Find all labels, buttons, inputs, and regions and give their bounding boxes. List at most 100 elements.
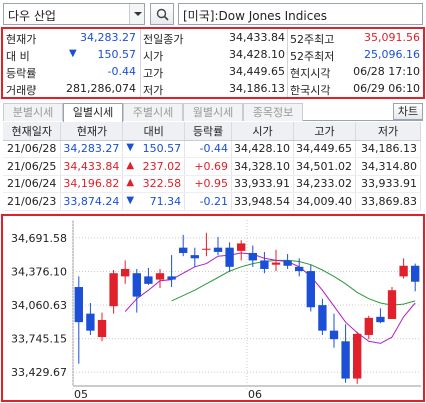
price-cell: 34,196.82	[60, 175, 124, 193]
rate-label: 등락률	[6, 67, 37, 80]
rate-cell: -0.21	[184, 192, 233, 211]
high-cell: 34,501.02	[293, 157, 356, 176]
prev-close-label: 전일종가	[143, 33, 184, 46]
column-header: 고가	[293, 122, 356, 141]
open-value: 34,428.10	[229, 48, 285, 61]
tab-monthly[interactable]: 월별시세	[183, 103, 243, 121]
moving-average-long	[171, 259, 416, 306]
candle-body	[121, 268, 130, 277]
down-triangle-icon: ▼	[69, 48, 77, 59]
candle-body	[190, 255, 199, 259]
table-row[interactable]: 21/06/28 34,283.27 ▼ 150.57 -0.44 34,428.…	[3, 140, 422, 158]
candle-body	[260, 260, 269, 269]
candle-body	[271, 262, 281, 265]
high-cell: 34,009.40	[293, 192, 356, 211]
rate-cell: +0.69	[184, 157, 233, 176]
candlestick-chart[interactable]: 34,691.58 34,376.10 34,060.63 33,745.15 33,4…	[1, 214, 425, 402]
tab-weekly[interactable]: 주별시세	[123, 103, 183, 121]
y-tick-label: 33,429.67	[11, 366, 67, 379]
candle-body	[237, 243, 246, 251]
change-value: 150.57	[97, 48, 137, 61]
quote-row: 거래량 281,286,074 저가 34,186.13 한국시각 06/29 …	[3, 80, 423, 97]
search-button[interactable]	[150, 3, 174, 25]
quote-row: 대 비 ▼ 150.57 시가 34,428.10 52주최저 25,096.1…	[3, 46, 423, 63]
low-cell: 34,314.80	[355, 157, 422, 176]
52w-high-value: 35,091.56	[364, 31, 420, 44]
column-header: 시가	[231, 122, 295, 141]
date-cell: 21/06/23	[3, 192, 62, 211]
candle-body	[248, 252, 257, 261]
table-row[interactable]: 21/06/24 34,196.82 ▲ 322.58 +0.95 33,933.…	[3, 175, 422, 193]
date-cell: 21/06/24	[3, 175, 62, 193]
open-cell: 33,948.54	[231, 192, 295, 211]
volume-value: 281,286,074	[66, 82, 136, 95]
open-cell: 34,328.10	[231, 157, 295, 176]
price-cell: 33,874.24	[60, 192, 124, 211]
change-cell: ▼ 150.57	[122, 140, 186, 158]
chart-button[interactable]: 차트	[393, 103, 423, 120]
local-time-label: 현지시각	[290, 67, 331, 80]
column-header: 현재일자	[3, 122, 62, 141]
52w-low-label: 52주최저	[290, 50, 335, 63]
candle-body	[74, 287, 83, 323]
column-header: 대비	[122, 122, 186, 141]
table-header-row: 현재일자 현재가 대비 등락률 시가 고가 저가	[3, 122, 422, 141]
change-value: 71.34	[149, 194, 182, 208]
open-cell: 34,428.10	[231, 140, 295, 158]
column-header: 현재가	[60, 122, 124, 141]
y-tick-label: 34,691.58	[11, 232, 67, 245]
tab-minute[interactable]: 분별시세	[3, 103, 63, 121]
candle-body	[411, 265, 420, 282]
candle-body	[318, 305, 327, 331]
price-cell: 34,433.84	[60, 157, 124, 176]
symbol-field[interactable]: [미국]:Dow Jones Indices	[178, 3, 423, 25]
column-header: 등락률	[184, 122, 233, 141]
candle-body	[179, 247, 188, 253]
date-cell: 21/06/28	[3, 140, 62, 158]
candle-body	[353, 333, 362, 379]
daily-price-table: 현재일자 현재가 대비 등락률 시가 고가 저가 21/06/28 34,283…	[3, 122, 422, 211]
chart-canvas: 34,691.58 34,376.10 34,060.63 33,745.15 33,4…	[11, 220, 421, 400]
low-label: 저가	[143, 84, 164, 97]
change-cell: ▲ 322.58	[122, 175, 186, 193]
search-icon	[156, 8, 169, 21]
candle-body	[341, 341, 350, 379]
date-cell: 21/06/25	[3, 157, 62, 176]
quote-row: 현재가 34,283.27 전일종가 34,433.84 52주최고 35,09…	[3, 29, 423, 46]
candle-body	[376, 316, 385, 323]
y-tick-label: 33,745.15	[11, 333, 67, 346]
tab-daily[interactable]: 일별시세	[63, 103, 123, 122]
tab-bar: 분별시세 일별시세 주별시세 월별시세 종목정보 차트	[3, 103, 423, 122]
change-value: 237.02	[142, 159, 182, 173]
top-bar: 다우 산업 [미국]:Dow Jones Indices	[3, 3, 423, 25]
candle-body	[295, 266, 304, 272]
chevron-down-icon[interactable]	[129, 4, 144, 24]
change-value: 150.57	[142, 142, 182, 156]
prev-close-value: 34,433.84	[229, 31, 285, 44]
change-value: 322.58	[142, 177, 182, 191]
candle-body	[364, 317, 373, 335]
tab-info[interactable]: 종목정보	[243, 103, 303, 121]
market-select[interactable]: 다우 산업	[3, 3, 145, 25]
market-select-value: 다우 산업	[8, 9, 56, 23]
high-label: 고가	[143, 67, 164, 80]
y-tick-label: 34,376.10	[11, 265, 67, 278]
candle-body	[202, 248, 211, 250]
candle-body	[329, 330, 339, 340]
table-row[interactable]: 21/06/25 34,433.84 ▲ 237.02 +0.69 34,328.…	[3, 157, 422, 176]
candle-body	[387, 290, 397, 319]
low-value: 34,186.13	[229, 82, 285, 95]
52w-low-value: 25,096.16	[364, 48, 420, 61]
symbol-field-value: [미국]:Dow Jones Indices	[183, 9, 327, 23]
rate-cell: -0.44	[184, 140, 233, 158]
table-row[interactable]: 21/06/23 33,874.24 ▼ 71.34 -0.21 33,948.5…	[3, 192, 422, 211]
candle-body	[109, 273, 118, 307]
current-price-value: 34,283.27	[80, 31, 136, 44]
candle-body	[132, 273, 141, 297]
quote-panel: 현재가 34,283.27 전일종가 34,433.84 52주최고 35,09…	[1, 27, 425, 99]
divider	[287, 29, 288, 97]
rate-cell: +0.95	[184, 175, 233, 193]
y-tick-label: 34,060.63	[11, 299, 67, 312]
candle-body	[155, 273, 165, 280]
change-label: 대 비	[6, 50, 30, 63]
